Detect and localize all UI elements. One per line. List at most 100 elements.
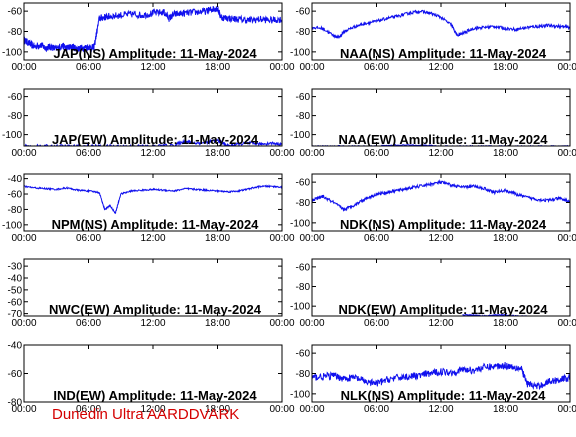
ytick-label-8-0: -40 — [8, 341, 23, 352]
xtick-label-0-4: 00:00 — [269, 62, 294, 73]
xtick-label-7-4: 00:00 — [557, 318, 576, 329]
xtick-label-1-4: 00:00 — [557, 62, 576, 73]
panel-title-4: NPM(NS) Amplitude: 11-May-2024 — [52, 217, 260, 232]
ytick-label-5-1: -80 — [296, 198, 311, 209]
panel-data-5 — [312, 179, 570, 213]
xtick-label-1-2: 12:00 — [428, 62, 453, 73]
ytick-label-3-1: -80 — [296, 111, 311, 122]
series-line-4-0 — [24, 184, 282, 215]
xtick-label-4-1: 06:00 — [76, 233, 101, 244]
panel-0: -60 -80 -100 00:00 06:00 12:00 18:00 00:00 JAP(N… — [2, 2, 295, 73]
xtick-label-0-0: 00:00 — [11, 62, 36, 73]
panel-title-1: NAA(NS) Amplitude: 11-May-2024 — [340, 46, 547, 61]
xtick-label-6-1: 06:00 — [76, 318, 101, 329]
xtick-label-2-2: 12:00 — [140, 148, 165, 159]
panel-title-8: IND(EW) Amplitude: 11-May-2024 — [53, 388, 257, 403]
ytick-label-3-0: -60 — [296, 92, 311, 103]
panel-title-3: NAA(EW) Amplitude: 11-May-2024 — [339, 132, 549, 147]
panel-7: -60 -80 -100 00:00 06:00 12:00 18:00 00:00 NDK(E… — [290, 258, 576, 329]
panel-4: -40 -60 -80 -100 00:00 06:00 12:00 18:00 00:00 NP… — [2, 173, 295, 244]
ytick-label-9-2: -100 — [290, 389, 310, 400]
panel-data-0 — [24, 5, 282, 53]
xtick-label-8-3: 18:00 — [205, 404, 230, 415]
panel-3: -60 -80 -100 00:00 06:00 12:00 18:00 00:00 NAA(E… — [290, 88, 576, 159]
ytick-label-3-2: -100 — [290, 130, 310, 141]
ytick-label-6-1: -40 — [8, 274, 23, 285]
panel-title-9: NLK(NS) Amplitude: 11-May-2024 — [341, 388, 546, 403]
panel-title-6: NWC(EW) Amplitude: 11-May-2024 — [49, 302, 262, 317]
xtick-label-9-0: 00:00 — [299, 404, 324, 415]
xtick-label-3-4: 00:00 — [557, 148, 576, 159]
ytick-label-2-1: -80 — [8, 111, 23, 122]
panel-data-4 — [24, 184, 282, 215]
ytick-label-0-2: -100 — [2, 47, 22, 58]
xtick-label-2-1: 06:00 — [76, 148, 101, 159]
ytick-label-0-0: -60 — [8, 7, 23, 18]
xtick-label-6-2: 12:00 — [140, 318, 165, 329]
ytick-label-6-3: -60 — [8, 297, 23, 308]
ytick-label-6-0: -30 — [8, 262, 23, 273]
series-line-1-0 — [312, 9, 570, 39]
ytick-label-7-2: -100 — [290, 302, 310, 313]
ytick-label-0-1: -80 — [8, 27, 23, 38]
series-line-5-0 — [312, 179, 570, 213]
ytick-label-9-0: -60 — [296, 349, 311, 360]
ytick-label-9-1: -80 — [296, 369, 311, 380]
xtick-label-5-0: 00:00 — [299, 233, 324, 244]
xtick-label-8-0: 00:00 — [11, 404, 36, 415]
ytick-label-1-2: -100 — [290, 47, 310, 58]
xtick-label-2-0: 00:00 — [11, 148, 36, 159]
xtick-label-9-2: 12:00 — [428, 404, 453, 415]
xtick-label-6-4: 00:00 — [269, 318, 294, 329]
xtick-label-2-4: 00:00 — [269, 148, 294, 159]
xtick-label-3-0: 00:00 — [299, 148, 324, 159]
panel-5: -60 -80 -100 00:00 06:00 12:00 18:00 00:00 NDK(N… — [290, 173, 576, 244]
xtick-label-7-2: 12:00 — [428, 318, 453, 329]
xtick-label-6-0: 00:00 — [11, 318, 36, 329]
ytick-label-6-4: -70 — [8, 309, 23, 320]
xtick-label-8-1: 06:00 — [76, 404, 101, 415]
series-line-0-0 — [24, 5, 282, 53]
ytick-label-2-0: -60 — [8, 92, 23, 103]
xtick-label-5-1: 06:00 — [364, 233, 389, 244]
ytick-label-5-0: -60 — [296, 178, 311, 189]
xtick-label-3-1: 06:00 — [364, 148, 389, 159]
panel-title-5: NDK(NS) Amplitude: 11-May-2024 — [340, 217, 547, 232]
panel-title-7: NDK(EW) Amplitude: 11-May-2024 — [339, 302, 549, 317]
xtick-label-1-0: 00:00 — [299, 62, 324, 73]
panel-1: -60 -80 -100 00:00 06:00 12:00 18:00 00:00 NAA(N… — [290, 2, 576, 73]
panel-title-0: JAP(NS) Amplitude: 11-May-2024 — [53, 46, 257, 61]
panel-2: -60 -80 -100 00:00 06:00 12:00 18:00 00:00 JAP(E… — [2, 88, 295, 159]
xtick-label-3-2: 12:00 — [428, 148, 453, 159]
xtick-label-3-3: 18:00 — [493, 148, 518, 159]
xtick-label-0-1: 06:00 — [76, 62, 101, 73]
xtick-label-9-4: 00:00 — [557, 404, 576, 415]
ytick-label-8-2: -80 — [8, 398, 23, 409]
ytick-label-4-0: -40 — [8, 174, 23, 185]
xtick-label-5-3: 18:00 — [493, 233, 518, 244]
xtick-label-4-2: 12:00 — [140, 233, 165, 244]
xtick-label-4-4: 00:00 — [269, 233, 294, 244]
xtick-label-1-1: 06:00 — [364, 62, 389, 73]
panel-9: -60 -80 -100 00:00 06:00 12:00 18:00 00:00 NLK(N… — [290, 344, 576, 415]
ytick-label-8-1: -60 — [8, 369, 23, 380]
ytick-label-4-2: -80 — [8, 205, 23, 216]
xtick-label-8-2: 12:00 — [140, 404, 165, 415]
xtick-label-5-4: 00:00 — [557, 233, 576, 244]
xtick-label-9-3: 18:00 — [493, 404, 518, 415]
xtick-label-6-3: 18:00 — [205, 318, 230, 329]
xtick-label-8-4: 00:00 — [269, 404, 294, 415]
xtick-label-1-3: 18:00 — [493, 62, 518, 73]
xtick-label-0-2: 12:00 — [140, 62, 165, 73]
xtick-label-7-0: 00:00 — [299, 318, 324, 329]
xtick-label-4-0: 00:00 — [11, 233, 36, 244]
xtick-label-9-1: 06:00 — [364, 404, 389, 415]
ytick-label-7-0: -60 — [296, 262, 311, 273]
panel-title-2: JAP(EW) Amplitude: 11-May-2024 — [52, 132, 259, 147]
panel-data-9 — [312, 362, 570, 390]
ytick-label-1-1: -80 — [296, 27, 311, 38]
xtick-label-2-3: 18:00 — [205, 148, 230, 159]
